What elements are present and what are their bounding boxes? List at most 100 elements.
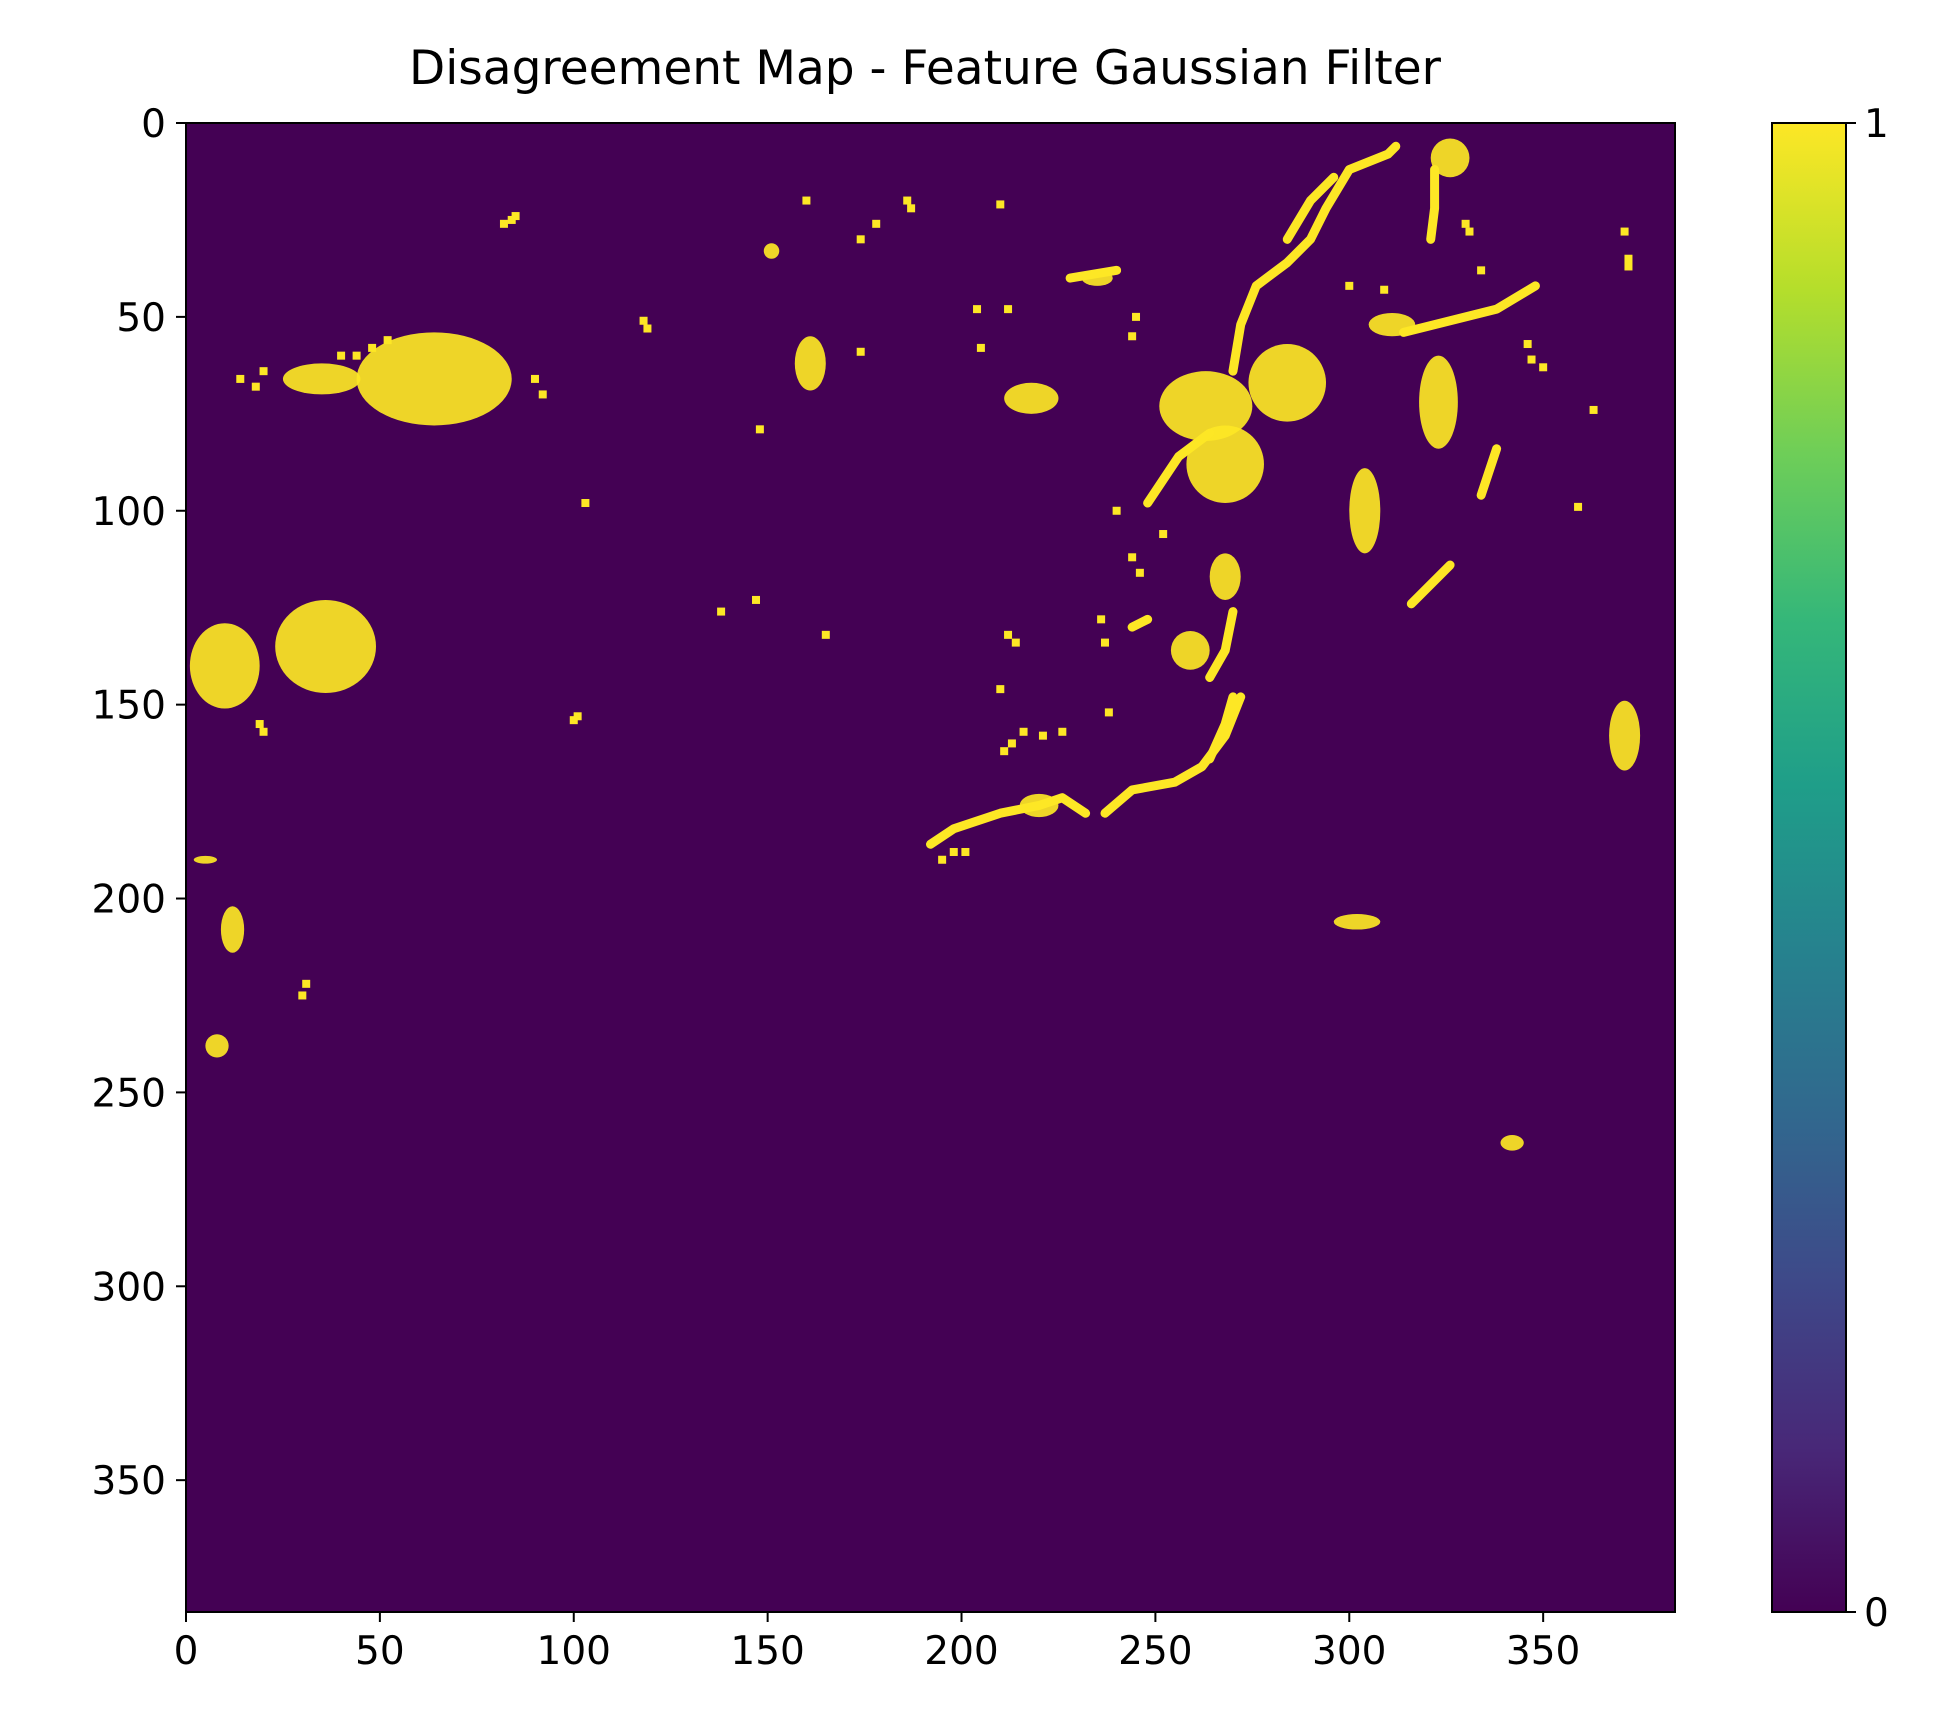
heatmap-cell	[1574, 502, 1583, 511]
heatmap-cell	[1380, 285, 1389, 294]
heatmap-cell	[1477, 266, 1486, 275]
y-tick-label: 100	[92, 490, 166, 535]
x-tick-label: 200	[924, 1629, 998, 1674]
heatmap-cell	[569, 716, 578, 725]
heatmap-cell	[996, 200, 1005, 209]
heatmap-cell	[938, 855, 947, 864]
heatmap-cell	[259, 727, 268, 736]
colorbar-tick-label: 0	[1864, 1591, 1889, 1636]
x-tick-label: 100	[537, 1629, 611, 1674]
heatmap-cell	[976, 343, 985, 352]
heatmap-cell	[821, 630, 830, 639]
heatmap-cell	[1112, 506, 1121, 515]
heatmap-cell	[337, 351, 346, 360]
heatmap-cell	[1349, 468, 1381, 554]
heatmap-cell	[1170, 630, 1210, 670]
heatmap-cell	[1135, 568, 1144, 577]
heatmap-cell	[1205, 692, 1238, 764]
heatmap-cell	[1058, 727, 1067, 736]
heatmap-cell	[1426, 165, 1440, 244]
heatmap-cell	[752, 595, 761, 604]
heatmap-cell	[1282, 172, 1339, 244]
heatmap-cell	[1527, 355, 1536, 364]
heatmap-cell	[255, 720, 264, 729]
heatmap-cell	[1500, 1135, 1524, 1151]
heatmap-cell	[205, 1034, 229, 1058]
heatmap-cell	[368, 343, 377, 352]
x-tick-label: 0	[174, 1629, 199, 1674]
colorbar-tick-label: 1	[1864, 102, 1889, 147]
heatmap-cell	[1589, 405, 1598, 414]
y-tick-label: 350	[92, 1459, 166, 1504]
y-tick-label: 300	[92, 1265, 166, 1310]
heatmap-cell	[298, 991, 307, 1000]
heatmap-cell	[949, 847, 958, 856]
x-tick-label: 150	[730, 1629, 804, 1674]
heatmap-cell	[1205, 607, 1238, 682]
heatmap-cell	[1399, 281, 1540, 337]
plot-area	[185, 122, 1676, 1613]
x-tick-label: 50	[355, 1629, 405, 1674]
heatmap-cell	[1248, 344, 1327, 422]
heatmap-cell	[1038, 731, 1047, 740]
y-tick-label: 50	[116, 296, 166, 341]
chart-title: Disagreement Map - Feature Gaussian Filt…	[409, 41, 1442, 96]
heatmap-cell	[717, 607, 726, 616]
heatmap-cell	[259, 367, 268, 376]
heatmap-cell	[1430, 138, 1470, 178]
heatmap-cell	[1007, 739, 1016, 748]
heatmap-cell	[1132, 312, 1141, 321]
heatmap-cell	[511, 212, 520, 221]
y-tick-label: 150	[92, 684, 166, 729]
y-tick-label: 250	[92, 1071, 166, 1116]
heatmap-cell	[1104, 708, 1113, 717]
heatmap-cell	[251, 382, 260, 391]
heatmap-cell	[220, 906, 245, 953]
y-tick-label: 200	[92, 878, 166, 923]
heatmap-cell	[1406, 560, 1455, 609]
x-tick-label: 300	[1312, 1629, 1386, 1674]
colorbar-ticks: 01	[1846, 102, 1889, 1636]
heatmap-cell	[1000, 747, 1009, 756]
heatmap-cell	[856, 235, 865, 244]
heatmap-cell	[1228, 141, 1401, 376]
heatmap-cell	[1624, 262, 1633, 271]
heatmap-cell	[538, 390, 547, 399]
heatmap-cell	[1465, 227, 1474, 236]
heatmap-cell	[1100, 638, 1109, 647]
heatmap-cell	[1128, 553, 1137, 562]
plot-frame	[185, 122, 1676, 1613]
heatmap-cell	[282, 363, 361, 395]
heatmap-cell	[1159, 371, 1253, 441]
heatmap-cell	[1127, 614, 1153, 632]
heatmap-cell	[1419, 355, 1458, 449]
heatmap-cell	[907, 204, 916, 213]
heatmap-cell	[639, 316, 648, 325]
heatmap-cell	[1159, 530, 1168, 539]
heatmap-cell	[794, 336, 826, 391]
heatmap-cell	[1128, 332, 1137, 341]
heatmap-cell	[1019, 727, 1028, 736]
heatmap-cell	[383, 336, 392, 345]
heatmap-cell	[302, 979, 311, 988]
heatmap-cell	[189, 623, 260, 709]
heatmap-cell	[643, 324, 652, 333]
heatmap-cell	[581, 499, 590, 508]
heatmap-cell	[275, 599, 377, 694]
heatmap-cell	[961, 847, 970, 856]
heatmap-cell	[1004, 382, 1059, 414]
heatmap-cell	[1097, 615, 1106, 624]
x-tick-label: 350	[1506, 1629, 1580, 1674]
y-axis: 0 50 100 150 200 250 300 350	[92, 102, 186, 1504]
heatmap-cell	[1004, 305, 1013, 314]
heatmap-cell	[973, 305, 982, 314]
heatmap-cell	[1620, 227, 1629, 236]
x-axis: 0 50 100 150 200 250 300 350	[174, 1612, 1580, 1674]
y-tick-label: 0	[141, 102, 166, 147]
heatmap-regions	[189, 138, 1641, 1151]
heatmap-cell	[1209, 553, 1241, 600]
heatmap-cell	[499, 219, 508, 228]
heatmap-cell	[530, 374, 539, 383]
heatmap-cell	[1476, 444, 1502, 500]
